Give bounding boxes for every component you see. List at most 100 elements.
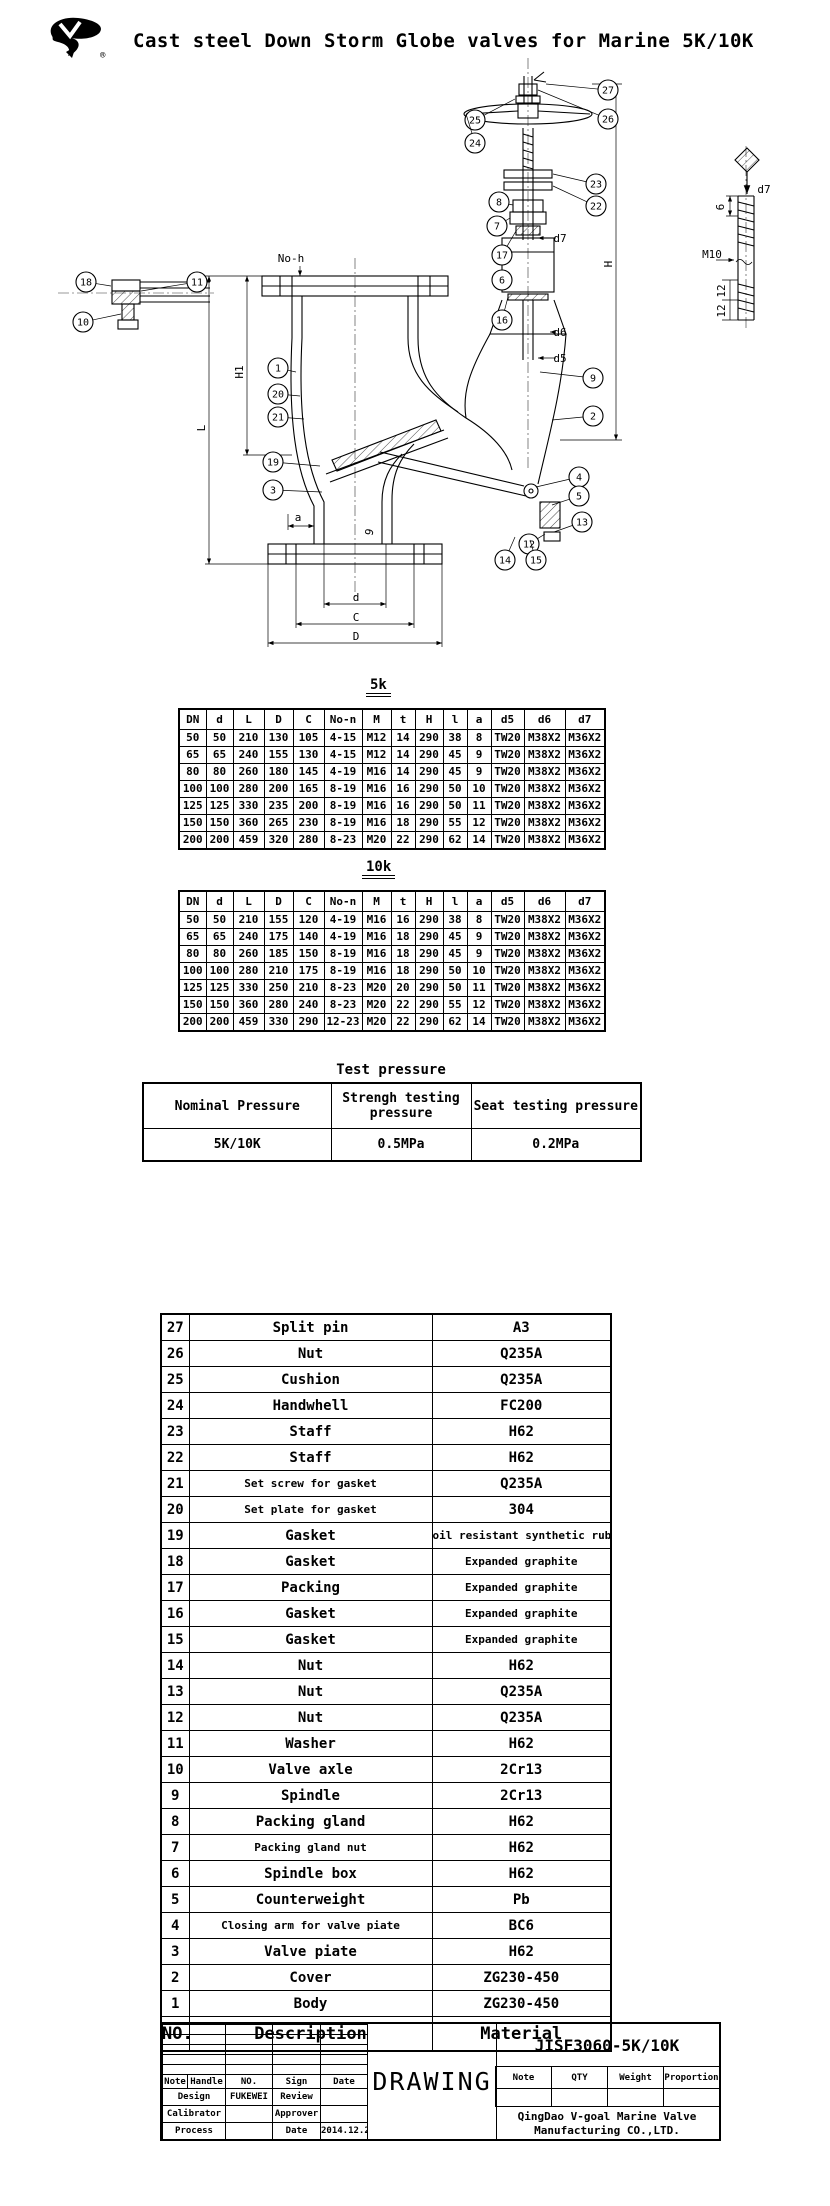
qty-col-header: QTY [551, 2066, 608, 2089]
table-row: 17 Packing Expanded graphite [160, 1574, 612, 1601]
balloon-number: 3 [270, 486, 276, 497]
balloon-leader [535, 478, 570, 488]
table-cell: 260 [232, 945, 265, 963]
table-row: 9 Spindle 2Cr13 [160, 1782, 612, 1809]
table-cell: 62 [442, 831, 468, 850]
table-cell: 14 [390, 763, 416, 781]
table-cell: Pb [431, 1886, 612, 1913]
table-cell: 25 [160, 1366, 190, 1393]
table-cell: 130 [292, 746, 325, 764]
drawing-label-cell: DRAWING [367, 2024, 497, 2139]
table-cell: M20 [361, 996, 392, 1014]
document-number: JISF3060-5K/10K [495, 2024, 719, 2067]
table-cell: 16 [390, 911, 416, 929]
logo-emblem [50, 17, 102, 58]
table-cell: TW20 [490, 928, 525, 946]
table-row: 26 Nut Q235A [160, 1340, 612, 1367]
table-cell: 50 [442, 962, 468, 980]
table-cell: TW20 [490, 996, 525, 1014]
table-cell: 5K/10K [142, 1128, 332, 1162]
table-row: 150 150 360 265 230 8-19 M16 18 290 55 12 TW20 M38X2… [178, 814, 606, 832]
table-cell: 4-19 [323, 911, 363, 929]
table-row: 65 65 240 155 130 4-15 M12 14 290 45 9 TW20 M38X2 M36… [178, 746, 606, 764]
no-header: NO. [225, 2074, 273, 2089]
table-row: 22 Staff H62 [160, 1444, 612, 1471]
table-cell: 9 [466, 945, 492, 963]
company-name: QingDao V-goal Marine Valve Manufacturin… [495, 2106, 719, 2140]
table-cell: 150 [205, 814, 234, 832]
balloon-leader [537, 89, 599, 116]
dimension-label: C [353, 611, 360, 624]
part-balloon [568, 485, 590, 507]
table-cell: 290 [292, 1013, 325, 1032]
column-header: L [232, 890, 265, 912]
side-flange-detail [111, 279, 210, 330]
note-col-header: Note [495, 2066, 552, 2089]
table-cell: 65 [178, 928, 207, 946]
table-cell: 45 [442, 945, 468, 963]
table-cell: 290 [414, 780, 444, 798]
balloon-leader [553, 525, 573, 533]
table-cell: H62 [431, 1834, 612, 1861]
table-cell: 14 [466, 1013, 492, 1032]
table-cell: 155 [263, 911, 294, 929]
table-cell: 50 [442, 979, 468, 997]
table-cell: Staff [188, 1418, 433, 1445]
table-cell: 290 [414, 945, 444, 963]
table-row: 50 50 210 155 120 4-19 M16 16 290 38 8 TW20 M38X2 M36… [178, 911, 606, 929]
table-cell: 80 [178, 763, 207, 781]
table-cell: 65 [205, 928, 234, 946]
part-balloon [491, 309, 513, 331]
table-cell: 4-15 [323, 746, 363, 764]
column-header: t [390, 708, 416, 730]
column-header: No-n [323, 890, 363, 912]
table-cell: M20 [361, 831, 392, 850]
balloon-number: 27 [602, 86, 614, 97]
table-cell: 290 [414, 928, 444, 946]
table-cell: M36X2 [564, 962, 606, 980]
table-cell: TW20 [490, 763, 525, 781]
table-cell: M38X2 [523, 945, 566, 963]
table-cell: 150 [292, 945, 325, 963]
table-cell: 12 [160, 1704, 190, 1731]
balloon-leader [140, 283, 188, 292]
table-cell: TW20 [490, 746, 525, 764]
table-row: 21 Set screw for gasket Q235A [160, 1470, 612, 1497]
table-cell: 45 [442, 746, 468, 764]
table-cell: 304 [431, 1496, 612, 1523]
table-row: 200 200 459 320 280 8-23 M20 22 290 62 14 TW20 M38X2… [178, 831, 606, 850]
table-cell: 8-19 [323, 797, 363, 815]
table-cell: M20 [361, 979, 392, 997]
table-cell: 125 [178, 979, 207, 997]
table-cell: Gasket [188, 1626, 433, 1653]
table-cell: 210 [292, 979, 325, 997]
table-cell: Nut [188, 1340, 433, 1367]
table-cell: H62 [431, 1938, 612, 1965]
table-cell: 140 [292, 928, 325, 946]
table-cell: 175 [263, 928, 294, 946]
table-cell: 16 [390, 780, 416, 798]
column-header: H [414, 708, 444, 730]
table-row: 25 Cushion Q235A [160, 1366, 612, 1393]
table-cell: Nut [188, 1678, 433, 1705]
table-cell: Cover [188, 1964, 433, 1991]
balloon-leader [483, 98, 516, 116]
table-cell: ZG230-450 [431, 1964, 612, 1991]
part-balloon [267, 383, 289, 405]
balloon-leader [504, 296, 509, 311]
table-cell: 24 [160, 1392, 190, 1419]
table-cell: 50 [442, 780, 468, 798]
table-cell: Q235A [431, 1366, 612, 1393]
table-cell: 8-23 [323, 831, 363, 850]
sign-header: Sign [272, 2074, 321, 2089]
dimension-label: d7 [757, 183, 770, 196]
table-cell: H62 [431, 1652, 612, 1679]
table-cell: 16 [390, 797, 416, 815]
table-cell: Spindle box [188, 1860, 433, 1887]
part-balloon [491, 269, 513, 291]
part-balloon [464, 109, 486, 131]
table-cell: 62 [442, 1013, 468, 1032]
table-cell: Nut [188, 1704, 433, 1731]
